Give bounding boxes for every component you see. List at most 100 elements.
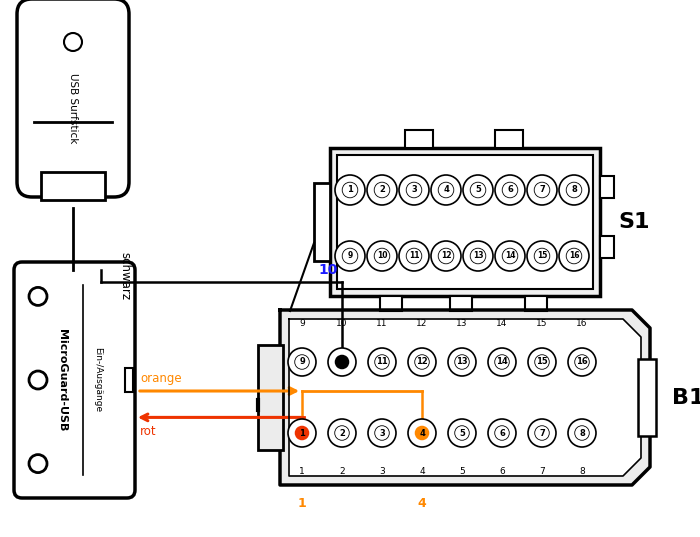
Text: 12: 12 [416, 320, 428, 329]
Text: 4: 4 [419, 467, 425, 475]
Text: 4: 4 [418, 497, 426, 510]
Text: rot: rot [140, 425, 157, 438]
Text: Ein-/Ausgänge: Ein-/Ausgänge [93, 347, 102, 412]
Circle shape [488, 348, 516, 376]
Bar [495, 130, 523, 148]
Text: 10: 10 [336, 320, 348, 329]
Bar [41, 172, 105, 200]
Bar [638, 359, 656, 436]
Circle shape [368, 419, 396, 447]
Circle shape [568, 348, 596, 376]
Text: 13: 13 [456, 320, 468, 329]
Circle shape [408, 419, 436, 447]
Circle shape [448, 348, 476, 376]
Circle shape [335, 241, 365, 271]
Circle shape [295, 426, 309, 440]
Text: 11: 11 [376, 358, 388, 366]
Bar [380, 296, 402, 311]
Text: 16: 16 [576, 358, 588, 366]
Text: 5: 5 [459, 467, 465, 475]
Bar [405, 130, 433, 148]
Text: 9: 9 [299, 320, 305, 329]
Circle shape [335, 175, 365, 205]
Text: 15: 15 [536, 320, 547, 329]
Text: 2: 2 [379, 185, 385, 194]
Text: S1: S1 [618, 212, 650, 232]
Bar [600, 176, 614, 198]
Text: 14: 14 [496, 358, 508, 366]
Text: 12: 12 [441, 251, 452, 260]
Text: 4: 4 [443, 185, 449, 194]
Text: 15: 15 [536, 358, 548, 366]
Circle shape [328, 348, 356, 376]
Text: 1: 1 [299, 429, 305, 438]
Circle shape [431, 175, 461, 205]
Text: 13: 13 [456, 358, 468, 366]
Text: 10: 10 [336, 358, 348, 366]
Circle shape [367, 175, 397, 205]
Circle shape [495, 241, 525, 271]
Bar [314, 183, 330, 261]
Circle shape [527, 175, 557, 205]
Bar [450, 296, 472, 311]
Text: 6: 6 [499, 467, 505, 475]
Text: 2: 2 [339, 429, 345, 438]
Circle shape [368, 348, 396, 376]
Circle shape [335, 355, 349, 369]
Bar [258, 345, 283, 450]
Bar [337, 155, 593, 289]
Circle shape [399, 241, 429, 271]
Text: schwarz: schwarz [119, 252, 132, 300]
Text: 13: 13 [473, 251, 483, 260]
Text: MicroGuard-USB: MicroGuard-USB [57, 329, 67, 431]
Circle shape [463, 175, 493, 205]
Circle shape [414, 426, 429, 440]
Text: 5: 5 [459, 429, 465, 438]
Bar [125, 368, 133, 392]
Circle shape [559, 241, 589, 271]
Text: 7: 7 [539, 185, 545, 194]
Text: 7: 7 [539, 429, 545, 438]
Circle shape [568, 419, 596, 447]
Text: 8: 8 [571, 185, 577, 194]
Text: 3: 3 [379, 429, 385, 438]
Circle shape [288, 419, 316, 447]
Circle shape [328, 419, 356, 447]
Text: 14: 14 [496, 320, 507, 329]
Circle shape [288, 348, 316, 376]
Bar [600, 236, 614, 258]
Text: 10: 10 [318, 263, 338, 277]
Circle shape [528, 348, 556, 376]
FancyBboxPatch shape [17, 0, 129, 197]
Text: 14: 14 [505, 251, 515, 260]
Text: 1: 1 [347, 185, 353, 194]
Circle shape [431, 241, 461, 271]
Bar [525, 296, 547, 311]
Text: 9: 9 [347, 251, 353, 260]
Text: 5: 5 [475, 185, 481, 194]
Text: 7: 7 [539, 467, 545, 475]
Polygon shape [280, 310, 650, 485]
Circle shape [495, 175, 525, 205]
Text: 3: 3 [411, 185, 417, 194]
Circle shape [367, 241, 397, 271]
Circle shape [408, 348, 436, 376]
Circle shape [448, 419, 476, 447]
Polygon shape [289, 319, 641, 476]
Text: 12: 12 [416, 358, 428, 366]
Text: 1: 1 [299, 467, 305, 475]
Text: 3: 3 [379, 467, 385, 475]
Circle shape [399, 175, 429, 205]
Text: 8: 8 [579, 429, 585, 438]
Text: 11: 11 [377, 320, 388, 329]
Text: 6: 6 [499, 429, 505, 438]
Text: 8: 8 [579, 467, 585, 475]
Text: 16: 16 [576, 320, 588, 329]
Text: B1: B1 [672, 388, 700, 408]
Text: USB Surfstick: USB Surfstick [68, 73, 78, 143]
Text: 15: 15 [537, 251, 547, 260]
Text: 1: 1 [298, 497, 307, 510]
Text: 4: 4 [419, 429, 425, 438]
Text: orange: orange [140, 372, 181, 385]
Text: 6: 6 [507, 185, 513, 194]
